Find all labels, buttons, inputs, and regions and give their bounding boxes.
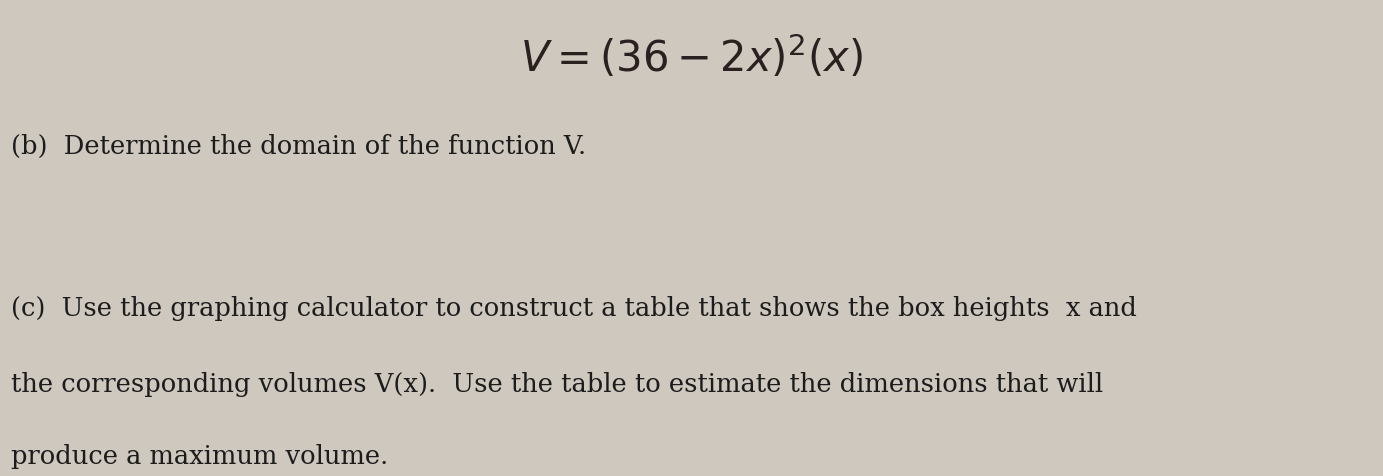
Text: (b)  Determine the domain of the function V.: (b) Determine the domain of the function…	[11, 133, 586, 158]
Text: the corresponding volumes V(x).  Use the table to estimate the dimensions that w: the corresponding volumes V(x). Use the …	[11, 371, 1104, 396]
Text: (c)  Use the graphing calculator to construct a table that shows the box heights: (c) Use the graphing calculator to const…	[11, 295, 1137, 320]
Text: $V = (36-2x)^2(x)$: $V = (36-2x)^2(x)$	[520, 33, 863, 81]
Text: produce a maximum volume.: produce a maximum volume.	[11, 443, 389, 467]
